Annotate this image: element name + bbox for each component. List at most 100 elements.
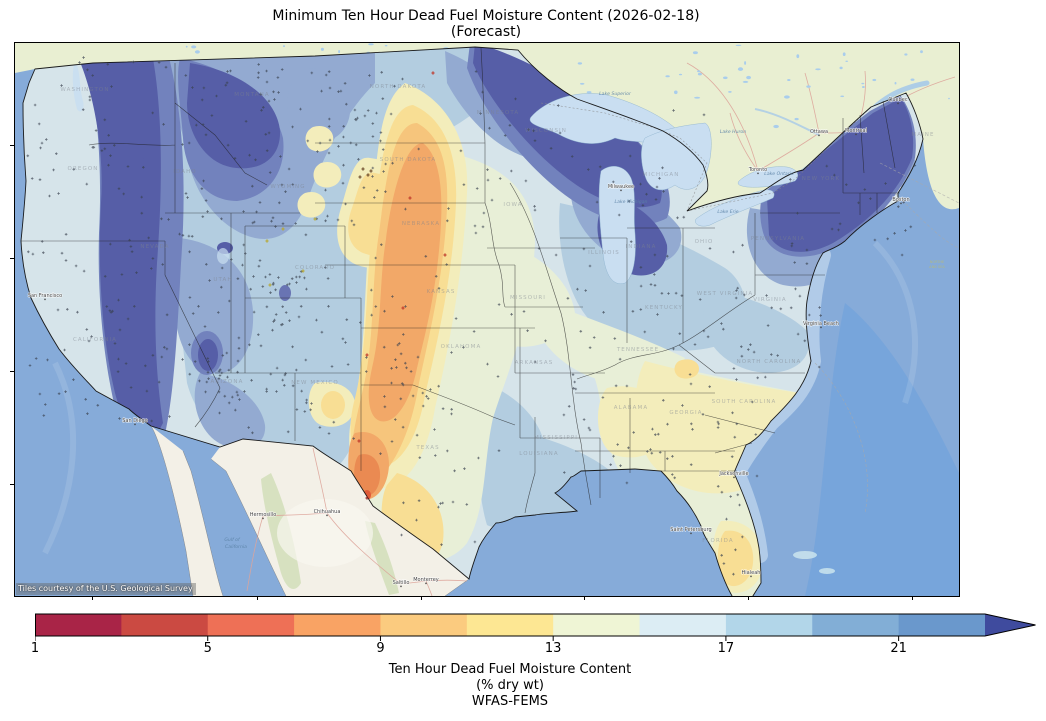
city-dot: [262, 517, 264, 520]
state-label: NORTH CAROLINA: [737, 359, 802, 365]
city-label: Milwaukee: [608, 184, 634, 190]
state-label: GEORGIA: [669, 410, 702, 416]
state-label: TENNESSEE: [616, 347, 659, 353]
colorbar-segment-5-7: [207, 614, 295, 636]
city-dot: [818, 134, 820, 137]
lake-label: California: [225, 544, 247, 550]
state-label: SOUTH CAROLINA: [712, 399, 777, 405]
state-label: COLORADO: [295, 265, 335, 271]
baja-california: [151, 426, 223, 596]
state-label: OHIO: [695, 239, 714, 245]
canada-lake: [862, 86, 865, 88]
state-label: TEXAS: [415, 445, 439, 451]
zone-23-northeast: [767, 98, 914, 252]
great-salt-lake: [217, 248, 229, 264]
canada-lake: [839, 66, 843, 70]
bahamas-bank-1: [793, 551, 817, 559]
us-outline: [20, 46, 924, 596]
map-x-tick: [912, 596, 913, 600]
zone-23-nevada-spot: [198, 339, 218, 371]
state-label: INDIANA: [626, 244, 657, 250]
state-label: WEST VIRGINIA: [697, 291, 753, 297]
map-y-tick: [10, 484, 14, 485]
state-label: OREGON: [68, 166, 99, 172]
city-label: Toronto: [748, 167, 767, 173]
canada-land: [15, 43, 959, 211]
state-label: ARIZONA: [211, 379, 244, 385]
station-cross-colored: [265, 239, 269, 243]
colorbar-segment-19-21: [812, 614, 900, 636]
state-label: VIRGINIA: [753, 297, 786, 303]
state-label: MONTANA: [234, 92, 269, 98]
map-x-tick: [257, 596, 258, 600]
city-dot: [733, 476, 735, 479]
ocean-deep-atlantic: [805, 303, 959, 596]
map-x-tick: [421, 596, 422, 600]
city-dot: [820, 326, 822, 329]
canada-lake: [737, 67, 744, 71]
canada-lake: [694, 96, 701, 99]
puget-sound: [72, 61, 84, 112]
canada-lake: [586, 91, 592, 94]
zone-19-21-dakota-spot: [287, 68, 351, 143]
canada-lake: [194, 50, 200, 54]
canada-lake: [787, 79, 791, 81]
city-label: San Diego: [122, 418, 148, 424]
city-dot: [855, 133, 857, 136]
lake-label: Lake Michigan: [615, 199, 648, 205]
ocean-shelf: [728, 247, 831, 563]
colorbar-outline: [35, 613, 1036, 637]
state-label: NEVADA: [140, 244, 169, 250]
city-dot: [900, 202, 902, 205]
state-label: OKLAHOMA: [441, 344, 482, 350]
station-cross-colored: [361, 167, 365, 171]
canada-lake: [283, 45, 285, 48]
state-label: LOUISIANA: [519, 451, 559, 457]
map-x-tick: [584, 596, 585, 600]
canada-lake: [742, 80, 749, 83]
city-label: Jacksonville: [718, 471, 748, 477]
city-label: Boston: [892, 197, 909, 203]
ocean-swirl-1: [42, 240, 918, 555]
mexico-roads: [246, 447, 468, 596]
station-cross-colored: [313, 217, 317, 221]
colorbar-tick-label: 13: [544, 641, 562, 656]
state-label: KENTUCKY: [645, 305, 683, 311]
mexico-desert: [277, 499, 373, 567]
station-cross-colored: [358, 175, 362, 179]
city-dot: [750, 575, 752, 578]
station-crosses: [26, 56, 917, 576]
state-label: MISSOURI: [510, 295, 546, 301]
state-label: NORTH DAKOTA: [370, 84, 427, 90]
canada-lake: [904, 53, 908, 56]
station-cross-colored: [281, 227, 285, 231]
marine-sanctuary-label-1: NORTHE: [930, 260, 945, 264]
city-dot: [134, 423, 136, 426]
state-label: MINNESOTA: [477, 110, 520, 116]
lake-label: Lake Erie: [717, 209, 738, 215]
map-y-tick: [10, 258, 14, 259]
map-x-tick: [92, 596, 93, 600]
lake-label: Lake Huron: [720, 129, 746, 135]
lake-label: Gulf of: [224, 537, 241, 543]
city-dot: [425, 582, 427, 585]
canada-lake: [665, 75, 670, 78]
zone-5-7-core: [368, 143, 442, 422]
colorbar-tick-label: 21: [890, 641, 907, 656]
city-label: Virginia Beach: [803, 321, 839, 327]
canada-lake: [842, 52, 846, 56]
colorbar-segments: [35, 614, 986, 636]
city-label: Monterrey: [413, 577, 439, 583]
colorbar-ticks: [35, 636, 900, 641]
colorbar-tick-label: 9: [376, 641, 385, 656]
canada-lake: [845, 60, 849, 62]
canada-lake: [948, 97, 950, 100]
colorbar: [35, 613, 1036, 641]
station-cross-colored: [369, 169, 373, 173]
state-label: SOUTH DAKOTA: [380, 157, 437, 163]
zone-23-colorado-spot: [279, 285, 291, 301]
station-cross-colored: [408, 196, 412, 200]
state-label: NEBRASKA: [402, 221, 440, 227]
city-label: Saltillo: [393, 580, 410, 586]
